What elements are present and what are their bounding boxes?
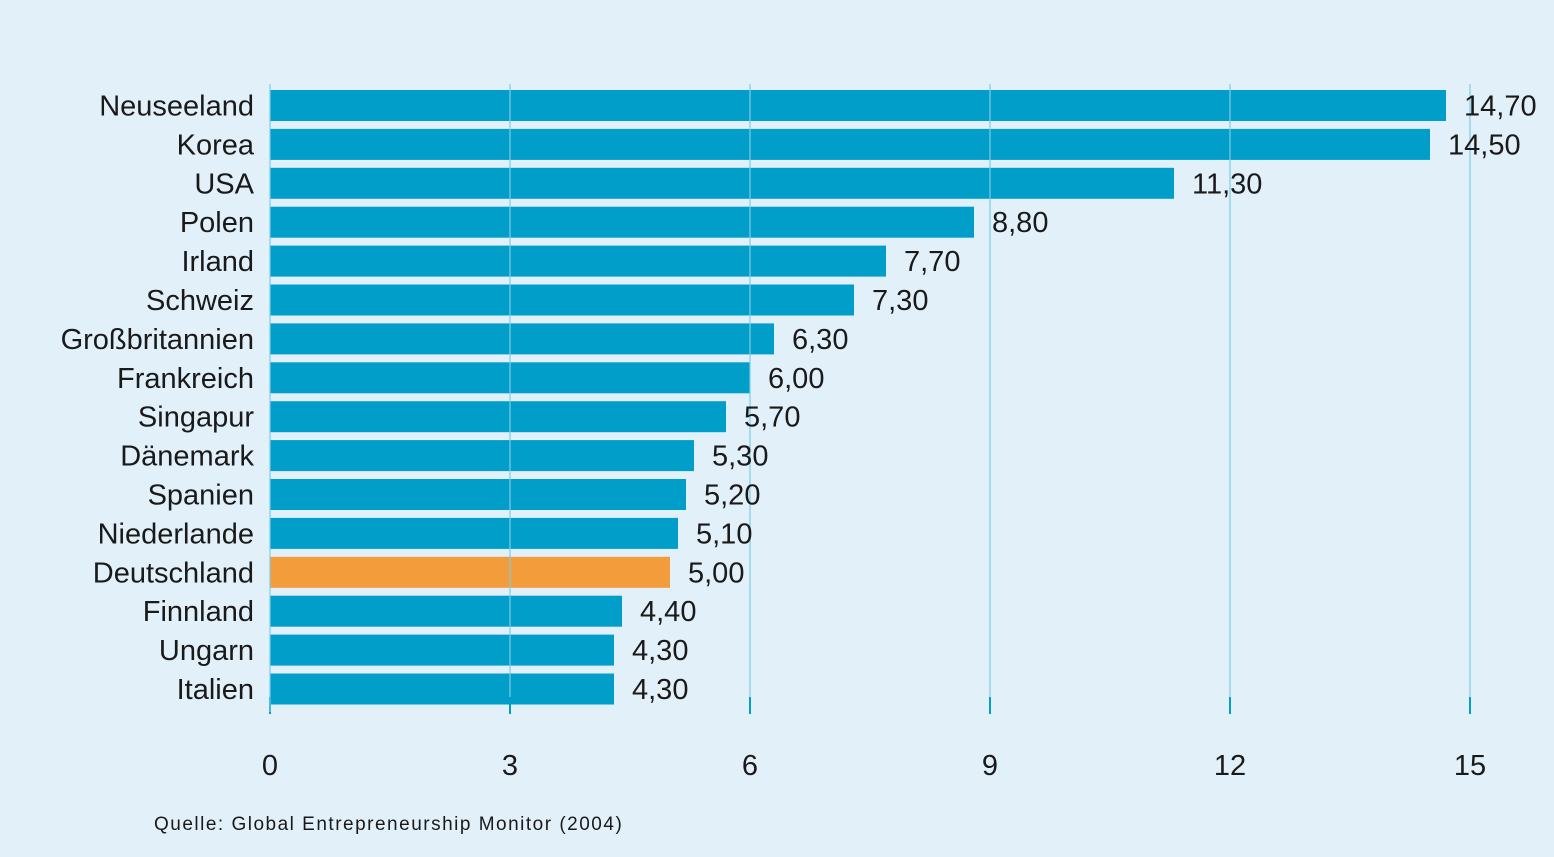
bar-12 — [270, 556, 670, 588]
bar-6 — [270, 323, 774, 355]
category-label-11: Niederlande — [98, 518, 254, 550]
value-label-12: 5,00 — [688, 557, 744, 589]
category-label-9: Dänemark — [120, 441, 254, 473]
bar-15 — [270, 673, 614, 705]
category-label-2: USA — [194, 168, 254, 200]
x-tick-label-1: 3 — [502, 750, 518, 782]
bar-8 — [270, 401, 726, 433]
value-label-6: 6,30 — [792, 324, 848, 356]
category-label-10: Spanien — [148, 480, 254, 512]
bar-13 — [270, 595, 622, 627]
category-label-4: Irland — [181, 246, 254, 278]
category-label-14: Ungarn — [159, 635, 254, 667]
bar-11 — [270, 517, 678, 549]
x-tick-label-3: 9 — [982, 750, 998, 782]
source-note: Quelle: Global Entrepreneurship Monitor … — [154, 814, 623, 835]
value-label-13: 4,40 — [640, 596, 696, 628]
value-label-5: 7,30 — [872, 285, 928, 317]
x-tick-label-4: 12 — [1214, 750, 1246, 782]
value-label-4: 7,70 — [904, 246, 960, 278]
category-label-0: Neuseeland — [99, 91, 254, 123]
category-label-1: Korea — [177, 129, 255, 161]
category-label-13: Finnland — [143, 596, 254, 628]
category-label-7: Frankreich — [117, 363, 254, 395]
bar-5 — [270, 284, 854, 316]
category-label-12: Deutschland — [93, 557, 254, 589]
x-tick-label-0: 0 — [262, 750, 278, 782]
value-label-15: 4,30 — [632, 674, 688, 706]
category-label-15: Italien — [177, 674, 254, 706]
category-label-6: Großbritannien — [61, 324, 254, 356]
bar-3 — [270, 206, 974, 238]
x-tick-label-2: 6 — [742, 750, 758, 782]
value-label-7: 6,00 — [768, 363, 824, 395]
bar-4 — [270, 245, 886, 277]
value-label-1: 14,50 — [1448, 129, 1521, 161]
value-label-9: 5,30 — [712, 441, 768, 473]
bar-1 — [270, 128, 1430, 160]
value-label-3: 8,80 — [992, 207, 1048, 239]
category-label-8: Singapur — [138, 402, 254, 434]
value-label-0: 14,70 — [1464, 91, 1537, 123]
bar-9 — [270, 440, 694, 472]
value-label-8: 5,70 — [744, 402, 800, 434]
x-tick-label-5: 15 — [1454, 750, 1486, 782]
value-label-10: 5,20 — [704, 480, 760, 512]
bar-10 — [270, 479, 686, 510]
value-label-11: 5,10 — [696, 518, 752, 550]
value-label-2: 11,30 — [1192, 168, 1262, 200]
bar-0 — [270, 90, 1446, 121]
value-label-14: 4,30 — [632, 635, 688, 667]
bar-14 — [270, 634, 614, 666]
category-label-5: Schweiz — [146, 285, 254, 317]
category-label-3: Polen — [180, 207, 254, 239]
bar-2 — [270, 167, 1174, 199]
